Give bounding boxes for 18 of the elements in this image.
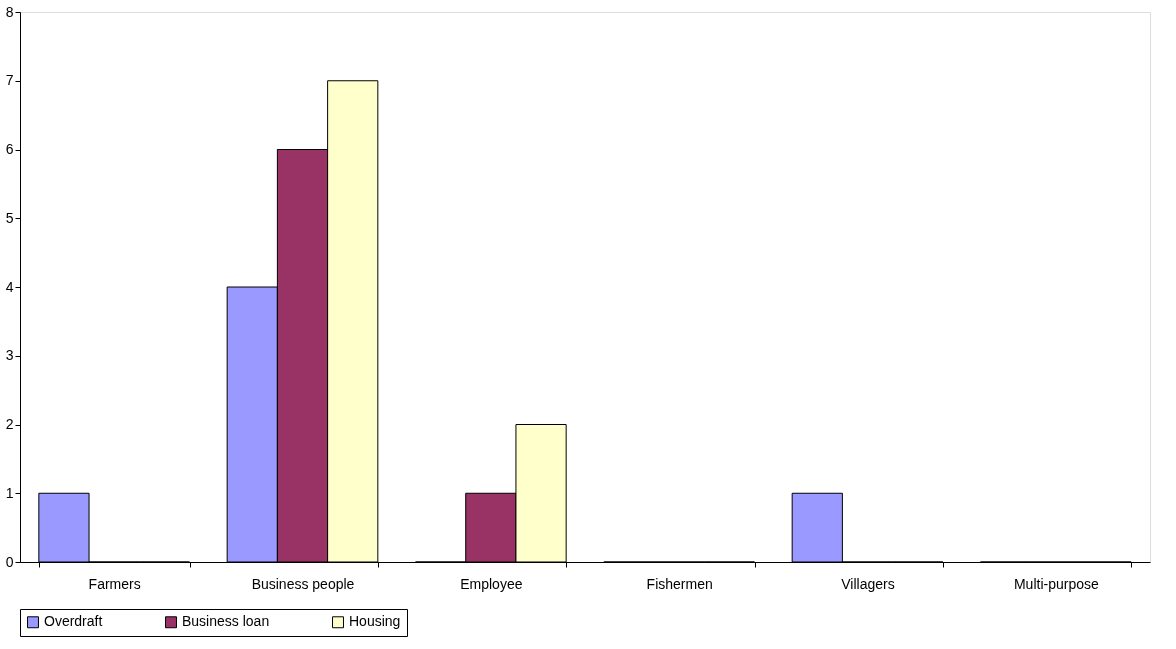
y-tick-label: 8 (5, 3, 14, 20)
y-tick-label: 4 (5, 278, 14, 295)
y-tick-label: 3 (5, 347, 14, 364)
legend-label: Overdraft (44, 613, 103, 630)
y-tick-label: 1 (5, 484, 14, 501)
y-tick-label: 5 (5, 209, 14, 226)
y-tick-label: 7 (5, 72, 14, 89)
legend-label: Housing (349, 613, 401, 630)
x-tick-label: Business people (251, 575, 355, 592)
y-tick-label: 6 (5, 141, 14, 157)
x-tick-label: Multi-purpose (1013, 575, 1099, 592)
x-tick-label: Farmers (88, 575, 141, 592)
x-tick-label: Employee (460, 575, 523, 592)
y-tick-label: 0 (5, 553, 14, 570)
x-tick-label: Fishermen (646, 575, 713, 592)
x-tick-label: Villagers (841, 575, 895, 592)
y-tick-label: 2 (5, 416, 14, 432)
legend-label: Business loan (182, 613, 270, 630)
